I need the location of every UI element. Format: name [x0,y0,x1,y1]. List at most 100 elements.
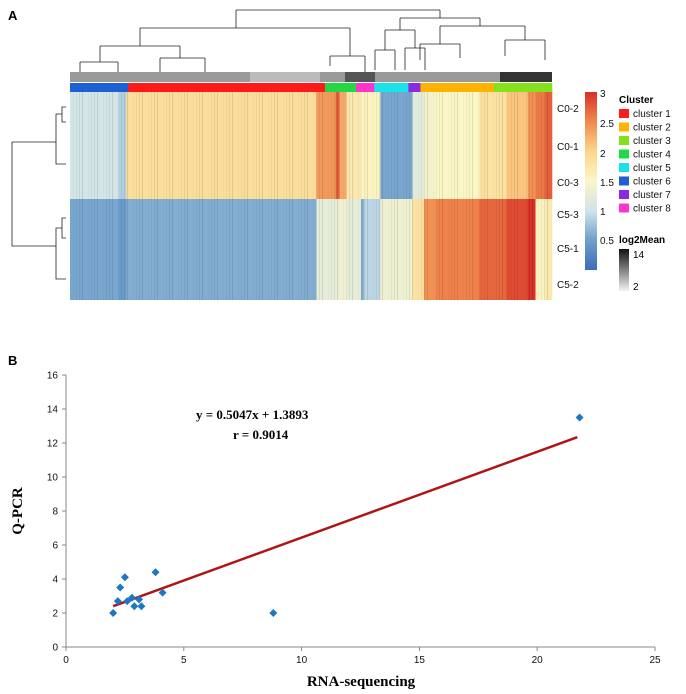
cluster-bar-segment [408,83,421,92]
heatmap-texture [298,92,299,300]
data-point [135,595,144,604]
panel-a-label: A [8,8,18,23]
heatmap-cell-c0 [70,92,119,199]
cluster-legend-title: Cluster [619,95,654,106]
heatmap-texture [142,92,143,300]
heatmap-texture [196,92,197,300]
heatmap-texture [421,92,422,300]
heatmap-texture [424,92,425,300]
heatmap-texture [217,92,218,300]
heatmap-texture [118,92,119,300]
y-tick-label: 16 [47,371,59,382]
colorbar-tick: 2 [600,149,606,160]
heatmap-texture [457,92,458,300]
x-tick-label: 10 [296,655,308,666]
heatmap-cell-c0 [360,92,365,199]
heatmap-cell-c5 [70,199,119,300]
heatmap-texture [364,92,365,300]
heatmap-texture [352,92,353,300]
heatmap-texture [544,92,545,300]
y-axis-label: Q-PCR [10,487,26,535]
heatmap-cell-c0 [545,92,553,199]
heatmap-texture [97,92,98,300]
log2mean-legend: log2Mean 14 2 [619,235,665,293]
heatmap-texture [268,92,269,300]
row-dendrogram [11,106,66,280]
data-point [130,602,139,611]
heatmap-texture [541,92,542,300]
heatmap-texture [271,92,272,300]
cluster-legend-label: cluster 6 [633,177,671,188]
heatmap-cell-c5 [380,199,413,300]
heatmap-texture [508,92,509,300]
heatmap-texture [493,92,494,300]
log2mean-max: 14 [633,250,645,261]
heatmap-cell-c0 [346,92,362,199]
heatmap-texture [139,92,140,300]
heatmap-cell-c0 [335,92,340,199]
heatmap-texture [208,92,209,300]
cluster-legend-swatch [619,122,629,132]
colorbar-tick: 1.5 [600,178,614,189]
cluster-legend-label: cluster 7 [633,190,671,201]
cluster-legend-label: cluster 3 [633,136,671,147]
heatmap-texture [88,92,89,300]
heatmap-texture [181,92,182,300]
heatmap-texture [466,92,467,300]
heatmap-texture [391,92,392,300]
heatmap-texture [223,92,224,300]
x-tick-label: 15 [414,655,426,666]
heatmap-texture [157,92,158,300]
heatmap-cell-c5 [118,199,127,300]
heatmap-texture [463,92,464,300]
heatmap-texture [82,92,83,300]
colorbar-tick: 0.5 [600,236,614,247]
log2mean-gradient [619,249,629,291]
heatmap-texture [253,92,254,300]
heatmap-texture [172,92,173,300]
heatmap-cell-c5 [126,199,317,300]
heatmap-texture [403,92,404,300]
heatmap-texture [169,92,170,300]
heatmap-texture [76,92,77,300]
heatmap-texture [529,92,530,300]
heatmap-texture [277,92,278,300]
cluster-legend-swatch [619,149,629,159]
x-tick-label: 25 [649,655,661,666]
heatmap-cell-c5 [535,199,546,300]
data-point [113,597,122,606]
heatmap-cell-c0 [118,92,127,199]
heatmap-texture [274,92,275,300]
heatmap-texture [499,92,500,300]
heatmap-cell-c5 [335,199,340,300]
heatmap-texture [232,92,233,300]
cluster-legend-swatch [619,190,629,199]
heatmap-texture [286,92,287,300]
y-tick-label: 10 [47,473,59,484]
heatmap-cell-c0 [126,92,317,199]
heatmap-texture [409,92,410,300]
heatmap-texture [514,92,515,300]
heatmap-texture [454,92,455,300]
heatmap-texture [442,92,443,300]
cluster-legend-label: cluster 2 [633,123,671,134]
heatmap-texture [202,92,203,300]
heatmap-cell-c5 [363,199,381,300]
heatmap-texture [304,92,305,300]
heatmap-texture [433,92,434,300]
y-tick-label: 2 [52,609,58,620]
colorbar: 3 2.5 2 1.5 1 0.5 [585,89,614,270]
heatmap-texture [382,92,383,300]
data-point [109,609,118,617]
cluster-legend-swatch [619,136,629,145]
cluster-legend-label: cluster 8 [633,204,671,215]
log2mean-min: 2 [633,282,639,293]
heatmap-texture [397,92,398,300]
cluster-legend-label: cluster 1 [633,109,671,120]
heatmap-texture [517,92,518,300]
heatmap-texture [484,92,485,300]
heatmap-texture [472,92,473,300]
heatmap-cell-c5 [506,199,529,300]
heatmap-texture [439,92,440,300]
